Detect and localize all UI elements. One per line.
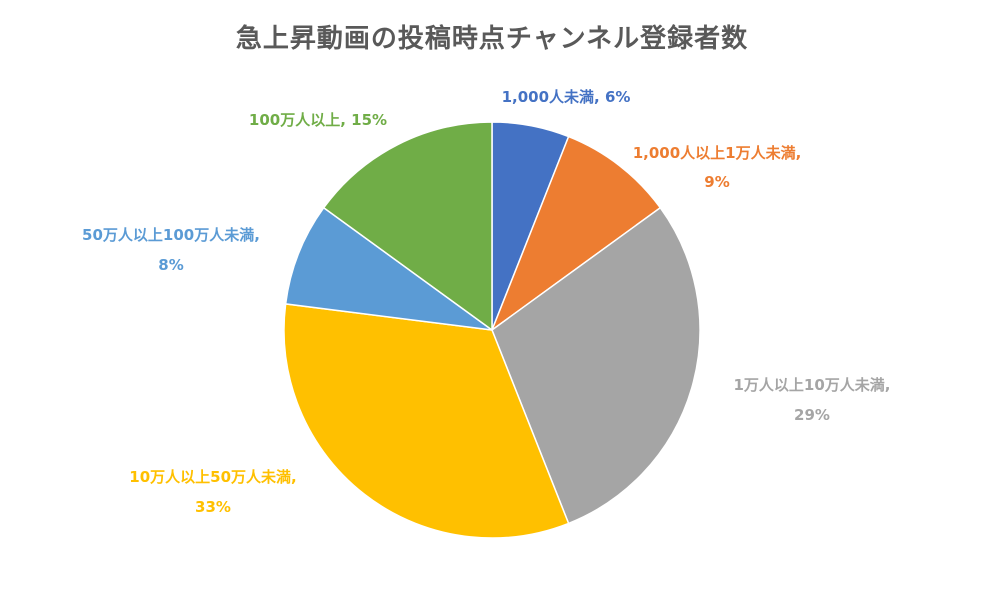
slice-label: 1万人以上10万人未満, 29% <box>733 376 890 424</box>
slice-value-label: 8% <box>158 256 183 274</box>
pie-slices <box>283 121 701 539</box>
slice-category-label: 1万人以上10万人未満, <box>733 376 890 394</box>
pie-slice <box>491 206 701 525</box>
slice-value-label: 33% <box>195 498 231 516</box>
pie-slice <box>284 206 493 331</box>
slice-label: 1,000人未満, 6% <box>502 88 631 106</box>
slice-value-label: 29% <box>794 406 830 424</box>
slice-category-label: 1,000人以上1万人未満, <box>633 144 802 162</box>
slice-category-label: 10万人以上50万人未満, <box>129 468 296 486</box>
slice-label: 1,000人以上1万人未満, 9% <box>633 144 802 191</box>
pie-slice <box>322 121 493 332</box>
slice-label: 10万人以上50万人未満, 33% <box>129 468 296 516</box>
slice-value-label: 9% <box>704 173 729 191</box>
slice-category-label: 50万人以上100万人未満, <box>82 226 260 244</box>
pie-slice <box>283 303 570 539</box>
chart-title: 急上昇動画の投稿時点チャンネル登録者数 <box>235 24 749 54</box>
slice-label: 50万人以上100万人未満, 8% <box>82 226 260 274</box>
pie-labels: 1,000人未満, 6% 1,000人以上1万人未満, 9% 1万人以上10万人未満,… <box>82 88 890 516</box>
pie-slice <box>490 135 662 333</box>
slice-label: 100万人以上, 15% <box>249 111 387 129</box>
